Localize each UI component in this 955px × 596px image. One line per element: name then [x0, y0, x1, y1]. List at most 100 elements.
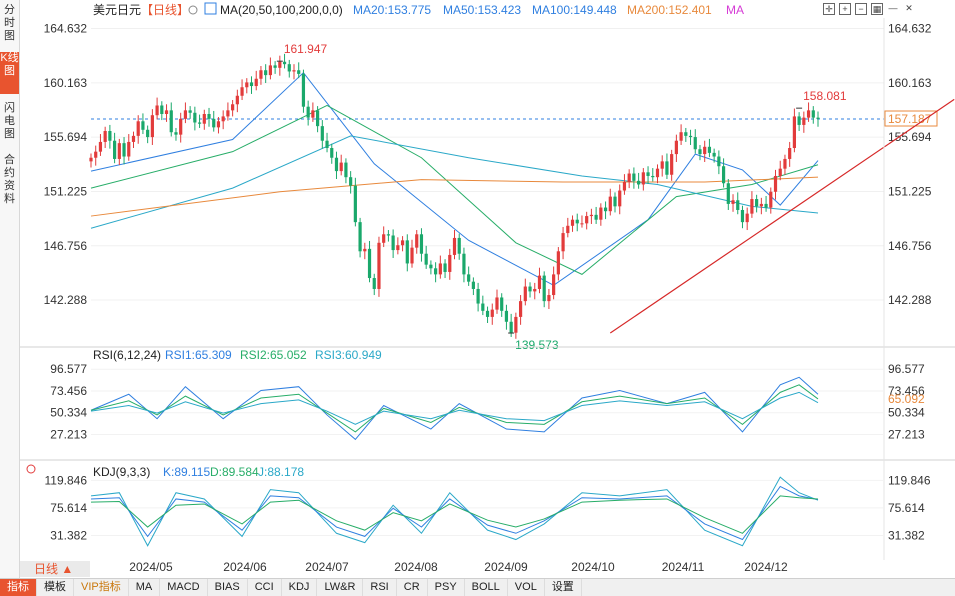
indicator-right-tick-label: 75.614: [888, 501, 925, 515]
candle-body: [764, 203, 768, 208]
tab-ma[interactable]: MA: [129, 579, 161, 596]
candle-body: [103, 131, 107, 142]
candle-body: [622, 182, 627, 191]
candle-body: [448, 254, 452, 272]
candle-body: [717, 156, 721, 167]
zoom-out-icon[interactable]: −: [855, 3, 867, 15]
candle-body: [684, 132, 688, 136]
candle-body: [698, 149, 702, 155]
indicator-tick-label: 75.614: [50, 501, 87, 515]
tab-macd[interactable]: MACD: [160, 579, 208, 596]
candle-body: [320, 126, 324, 141]
indicator-icon: [204, 2, 217, 15]
price-panel: 164.632 164.632 160.163 160.163 155.694 155.6…: [44, 22, 955, 352]
price-tick-label: 151.225: [44, 184, 88, 198]
candle-body: [637, 180, 641, 185]
indicator-tick-label: 27.213: [50, 428, 87, 442]
candle-body: [235, 95, 239, 105]
candle-body: [349, 177, 353, 186]
tab--[interactable]: 指标: [0, 579, 37, 596]
candle-body: [410, 247, 414, 264]
tab-time-chart[interactable]: 分时图: [0, 4, 19, 44]
candle-body: [679, 132, 683, 141]
period-button[interactable]: 日线 ▲: [20, 561, 90, 577]
tab--[interactable]: 设置: [545, 579, 582, 596]
candle-body: [769, 191, 773, 208]
candle-body: [707, 146, 712, 153]
candle-body: [632, 173, 636, 181]
grid-icon[interactable]: ▦: [871, 3, 883, 15]
candle-body: [778, 168, 782, 176]
x-tick-label: 2024/07: [305, 560, 349, 574]
ma-value-4: MA: [726, 3, 744, 17]
candle-body: [476, 288, 480, 304]
close-icon[interactable]: ✕: [903, 3, 915, 15]
tab-kline-chart-label: K线图: [0, 52, 19, 77]
candle-body: [415, 234, 419, 248]
candle-body: [396, 245, 400, 251]
candle-body: [773, 175, 778, 192]
candle-body: [467, 274, 471, 282]
candle-body: [504, 310, 509, 322]
annotation-label: 161.947: [284, 42, 328, 56]
candle-body: [249, 82, 254, 87]
indicator-line-1: [90, 485, 819, 541]
x-tick-label: 2024/06: [223, 560, 267, 574]
tab-psy[interactable]: PSY: [428, 579, 465, 596]
candle-body: [315, 110, 320, 127]
candle-body: [183, 110, 188, 119]
candle-body: [797, 116, 801, 125]
tab--[interactable]: 模板: [37, 579, 74, 596]
candle-body: [740, 209, 745, 223]
indicator-right-tick-label: 50.334: [888, 406, 925, 420]
candle-body: [179, 118, 183, 135]
tab-cci[interactable]: CCI: [248, 579, 282, 596]
candle-body: [589, 214, 594, 217]
period-label: 【日线】: [141, 3, 189, 17]
tab-contract-info[interactable]: 合约资料: [0, 154, 19, 210]
tab-vip-[interactable]: VIP指标: [74, 579, 129, 596]
minus-icon[interactable]: —: [887, 3, 899, 15]
candle-body: [721, 166, 726, 184]
indicator-tick-label: 119.846: [45, 473, 88, 487]
candle-body: [528, 286, 532, 292]
price-tick-label: 160.163: [44, 76, 88, 90]
candle-body: [231, 104, 235, 111]
candle-body: [618, 190, 622, 207]
ma-value-1: MA50:153.423: [443, 3, 521, 17]
candle-body: [131, 135, 136, 142]
tab-cr[interactable]: CR: [397, 579, 428, 596]
candle-body: [164, 110, 169, 114]
candle-body: [311, 110, 315, 118]
candle-body: [599, 207, 603, 220]
candle-body: [292, 70, 296, 72]
candle-body: [533, 288, 537, 292]
zoom-in-icon[interactable]: +: [839, 3, 851, 15]
indicator-bar: 指标 模板 VIP指标 MA MACD BIAS CCI KDJ LW&R RSI CR PSY BOL…: [0, 578, 955, 596]
candle-body: [330, 148, 334, 158]
candle-body: [518, 301, 523, 317]
tab-lightning-chart[interactable]: 闪电图: [0, 102, 19, 142]
candle-body: [301, 73, 306, 107]
tab-lw-r[interactable]: LW&R: [317, 579, 364, 596]
candle-body: [514, 316, 518, 333]
tab-kdj[interactable]: KDJ: [282, 579, 318, 596]
symbol-name: 美元日元: [93, 3, 141, 17]
candle-body: [212, 118, 216, 128]
candle-body: [89, 157, 93, 162]
tab-boll[interactable]: BOLL: [465, 579, 508, 596]
candle-body: [674, 140, 678, 155]
tab-vol[interactable]: VOL: [508, 579, 545, 596]
candle-body: [377, 242, 381, 289]
candle-body: [509, 321, 513, 333]
tab-kline-chart[interactable]: K线图: [0, 52, 19, 94]
candle-body: [334, 157, 339, 172]
tab-rsi[interactable]: RSI: [363, 579, 397, 596]
candle-body: [816, 117, 820, 119]
candle-body: [306, 106, 310, 118]
chart-area[interactable]: 美元日元 【日线】 MA(20,50,100,200,0,0) MA20:153.77…: [0, 0, 955, 578]
annotation-label: 139.573: [515, 338, 559, 352]
candle-body: [806, 110, 811, 118]
tab-bias[interactable]: BIAS: [208, 579, 248, 596]
crosshair-icon[interactable]: ✛: [823, 3, 835, 15]
